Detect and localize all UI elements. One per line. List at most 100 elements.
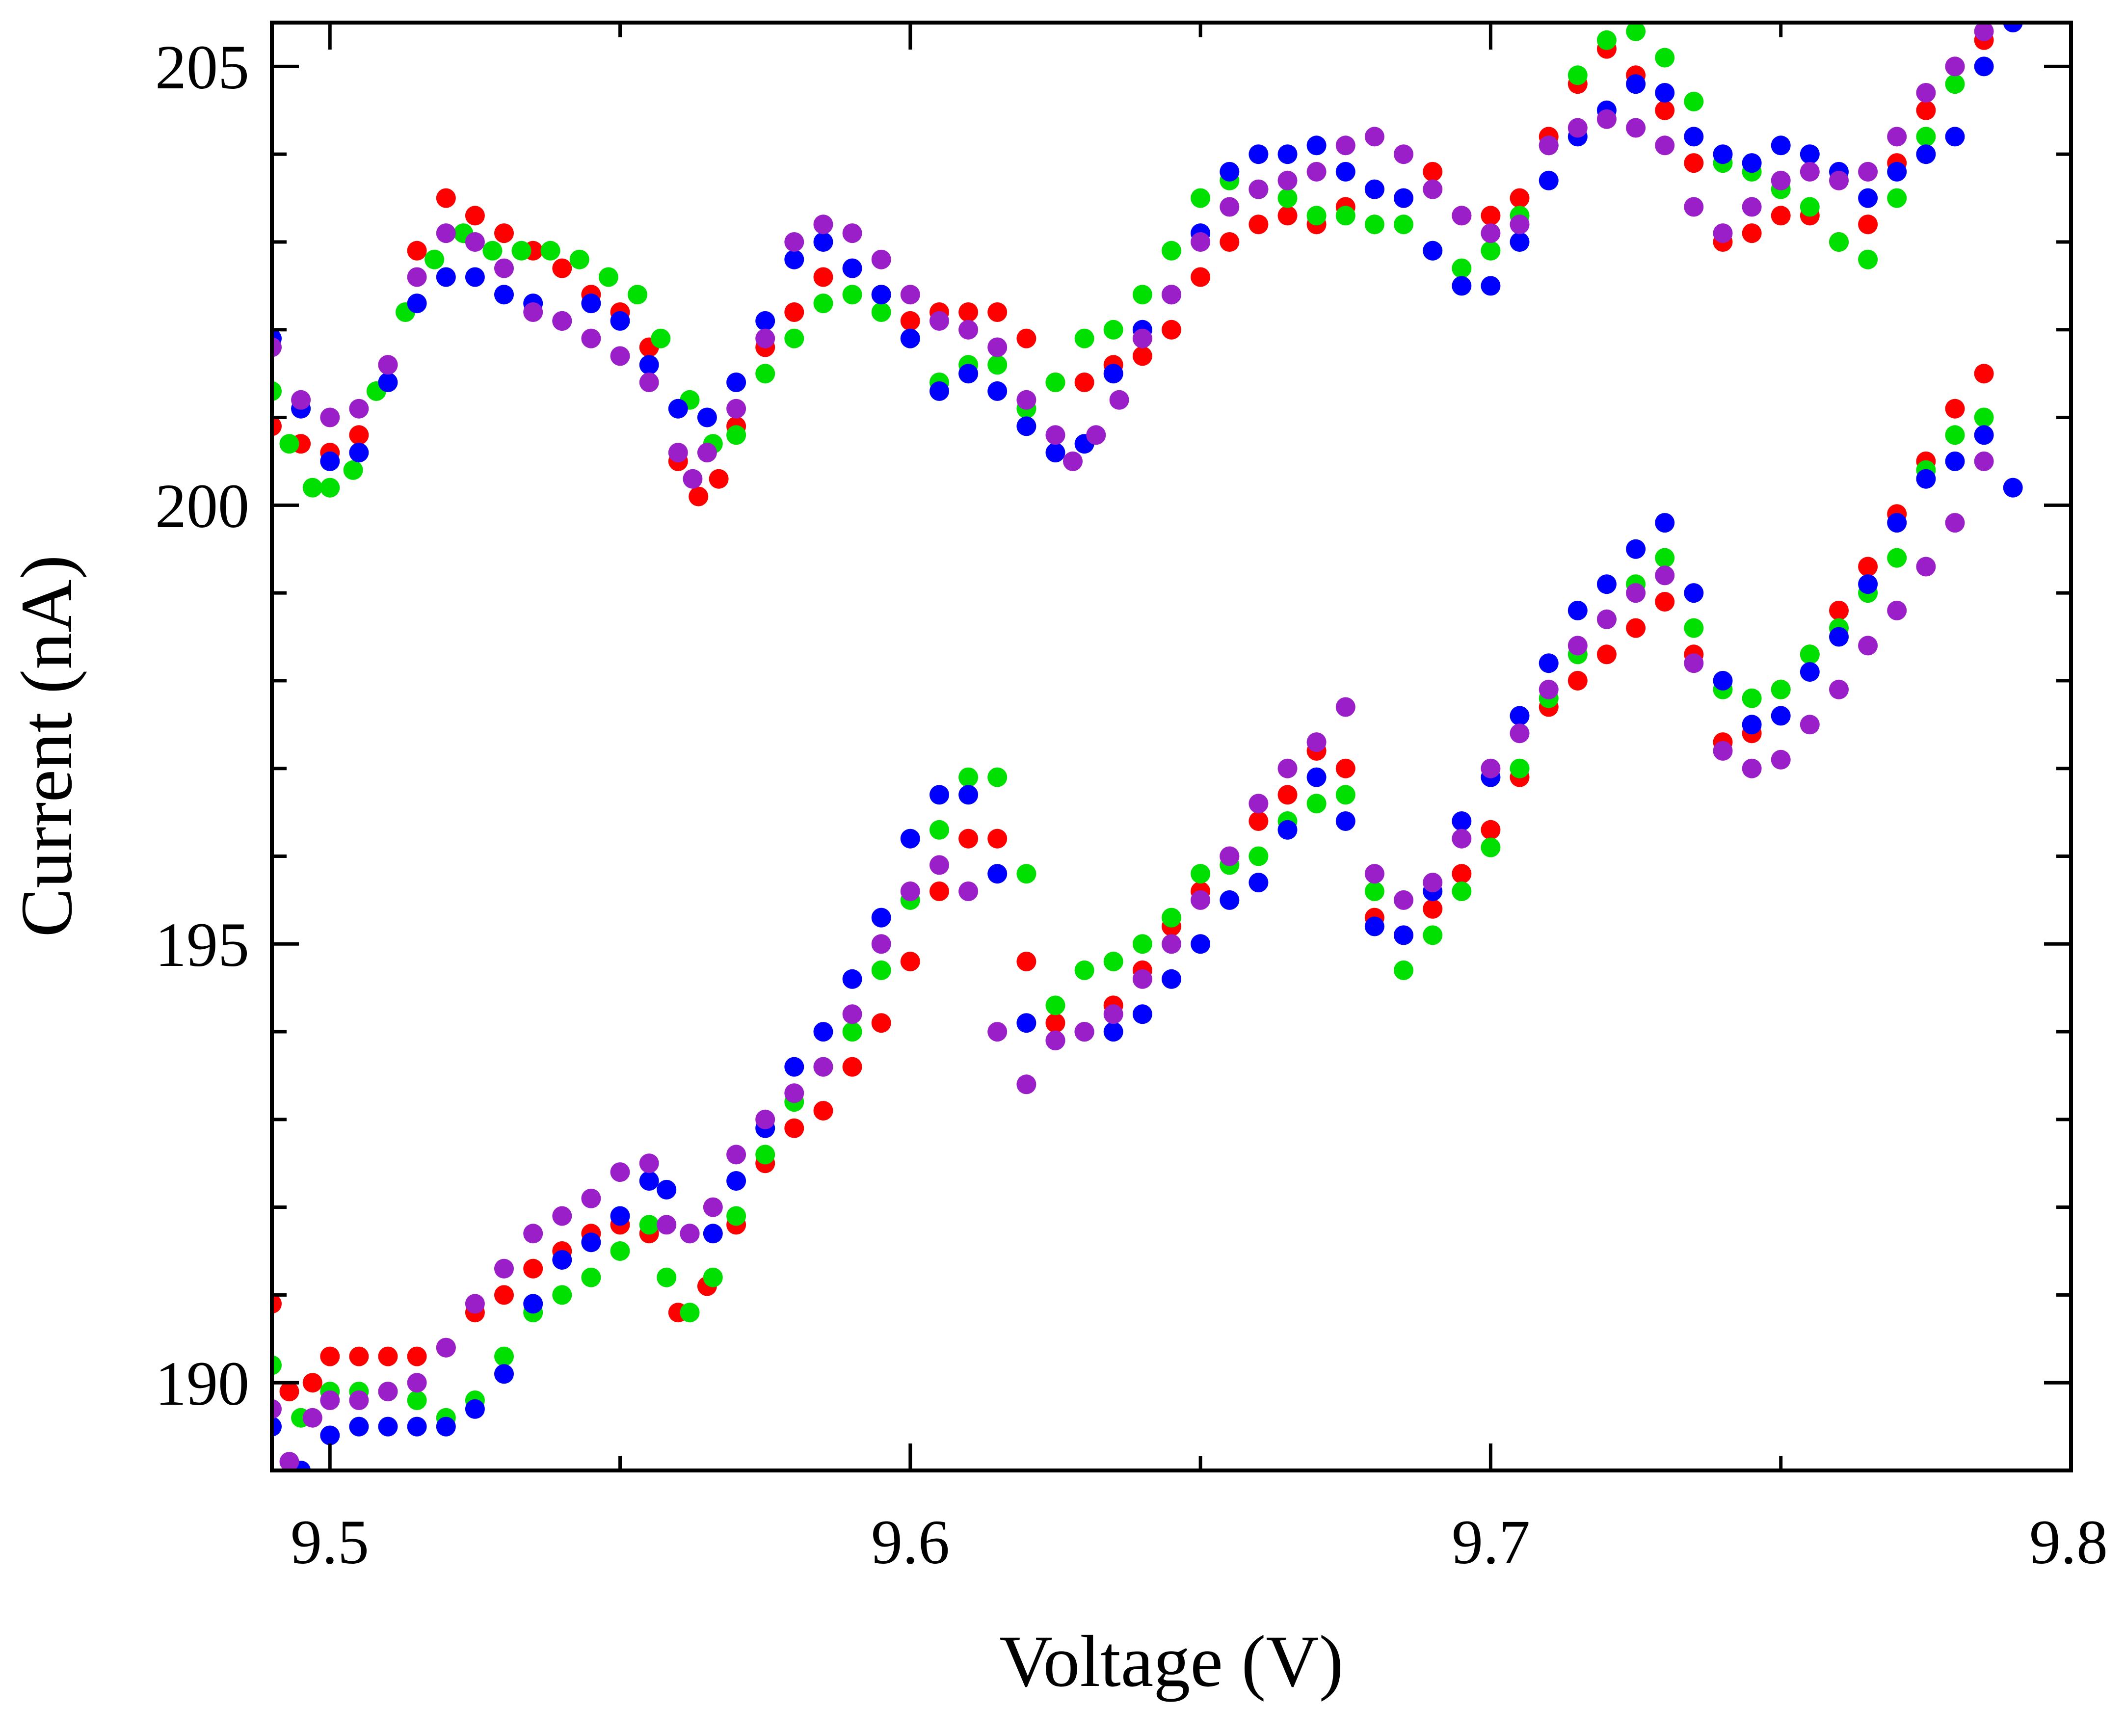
data-point	[1887, 600, 1907, 620]
data-point	[1567, 600, 1588, 620]
y-tick-labels: 190 195 200 205	[155, 32, 249, 1418]
data-point	[813, 232, 833, 252]
data-point	[1016, 1074, 1036, 1095]
data-point	[436, 267, 456, 287]
data-point	[302, 1373, 322, 1393]
data-point	[1771, 679, 1791, 699]
data-point	[784, 249, 804, 269]
data-point	[610, 1162, 630, 1182]
data-point	[1829, 627, 1849, 647]
data-point	[1074, 328, 1094, 348]
data-point	[668, 443, 688, 463]
data-point	[1103, 1022, 1123, 1042]
data-point	[1974, 451, 1994, 471]
data-point	[1974, 56, 1994, 77]
data-point	[378, 373, 398, 392]
data-point	[598, 267, 618, 287]
data-point	[1016, 416, 1036, 436]
data-point	[1162, 969, 1181, 989]
data-point	[465, 1399, 485, 1419]
data-point	[272, 1399, 282, 1419]
data-point	[378, 1382, 398, 1402]
data-point	[1364, 179, 1384, 199]
data-point	[279, 1452, 299, 1470]
data-point	[1335, 206, 1355, 226]
data-point	[1596, 30, 1617, 50]
data-point	[1191, 934, 1211, 954]
data-point	[1655, 83, 1675, 103]
data-point	[279, 1382, 299, 1402]
data-point	[581, 1267, 601, 1287]
data-point	[1074, 1022, 1094, 1042]
data-point	[1771, 749, 1791, 770]
data-point	[1974, 23, 1994, 41]
data-point	[1655, 135, 1675, 156]
data-point	[1045, 995, 1065, 1015]
data-point	[930, 311, 949, 331]
data-point	[1771, 206, 1791, 226]
data-point	[930, 785, 949, 805]
data-point	[378, 1416, 398, 1437]
data-point	[1626, 539, 1646, 559]
data-point	[1394, 214, 1413, 235]
x-tick-label: 9.5	[291, 1507, 369, 1577]
data-point	[1510, 723, 1530, 744]
data-point	[958, 828, 979, 849]
data-point	[1394, 144, 1413, 164]
data-point	[465, 206, 485, 226]
data-points-layer	[272, 23, 2023, 1470]
data-point	[1335, 697, 1355, 717]
data-point	[1220, 161, 1240, 182]
series-red-lower	[272, 364, 1994, 1402]
data-point	[1539, 135, 1559, 156]
data-point	[1567, 636, 1588, 656]
data-point	[1248, 811, 1269, 831]
data-point	[871, 934, 891, 954]
data-point	[1655, 592, 1675, 612]
data-point	[958, 767, 979, 787]
data-point	[1626, 23, 1646, 41]
data-point	[1800, 197, 1820, 217]
data-point	[272, 1355, 282, 1375]
data-point	[407, 1373, 427, 1393]
data-point	[1306, 794, 1327, 814]
data-point	[726, 425, 746, 445]
data-point	[1684, 618, 1704, 638]
data-point	[1626, 618, 1646, 638]
data-point	[1335, 161, 1355, 182]
data-point	[1394, 960, 1413, 980]
data-point	[1452, 276, 1472, 296]
data-point	[1016, 390, 1036, 410]
data-point	[1481, 837, 1501, 857]
data-point	[726, 1171, 746, 1191]
data-point	[1742, 153, 1762, 173]
data-point	[1306, 732, 1327, 752]
data-point	[1452, 881, 1472, 901]
data-point	[1742, 197, 1762, 217]
data-point	[494, 1258, 514, 1279]
data-point	[1248, 794, 1269, 814]
data-point	[407, 1416, 427, 1437]
data-point	[1858, 636, 1878, 656]
data-point	[689, 486, 709, 507]
data-point	[1335, 135, 1355, 156]
data-point	[494, 223, 514, 243]
data-point	[494, 1346, 514, 1366]
data-point	[755, 311, 775, 331]
data-point	[1945, 127, 1965, 147]
data-point	[1103, 364, 1123, 384]
data-point	[1858, 557, 1878, 577]
data-point	[1162, 908, 1181, 928]
data-point	[1162, 240, 1181, 261]
data-point	[1220, 197, 1240, 217]
data-point	[697, 443, 717, 463]
data-point	[436, 1337, 456, 1358]
data-point	[523, 302, 543, 322]
data-point	[1086, 425, 1106, 445]
data-point	[349, 443, 369, 463]
data-point	[900, 311, 920, 331]
data-point	[1887, 188, 1907, 208]
data-point	[1800, 161, 1820, 182]
series-purple-upper	[272, 23, 1994, 489]
